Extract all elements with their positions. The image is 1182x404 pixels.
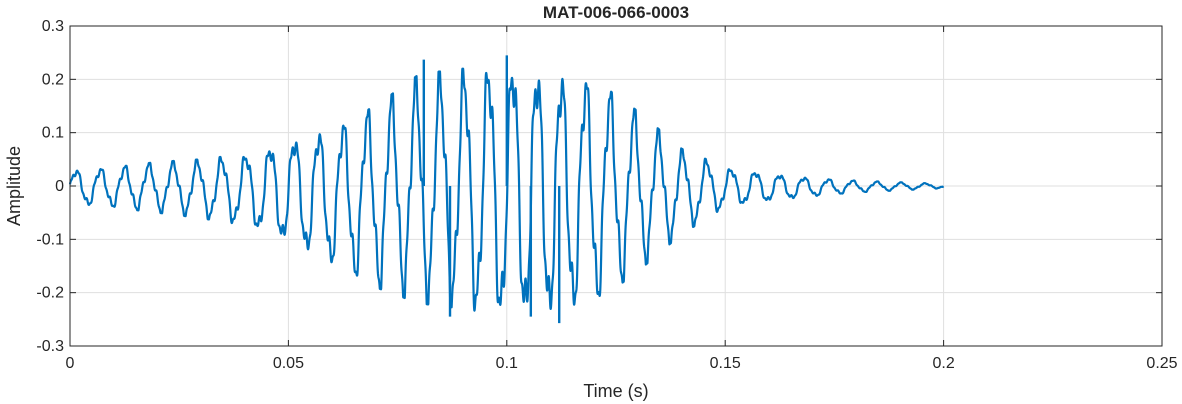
x-axis-label: Time (s) — [583, 381, 648, 401]
y-tick-label: -0.3 — [36, 338, 64, 355]
y-tick-label: 0.3 — [42, 18, 64, 35]
y-tick-label: -0.2 — [36, 285, 64, 302]
x-tick-label: 0.25 — [1146, 355, 1177, 372]
x-tick-label: 0 — [66, 355, 75, 372]
y-tick-label: 0.1 — [42, 125, 64, 142]
series-line — [68, 67, 945, 312]
y-tick-label: 0 — [55, 178, 64, 195]
x-tick-label: 0.05 — [273, 355, 304, 372]
x-tick-label: 0.1 — [496, 355, 518, 372]
x-tick-label: 0.2 — [932, 355, 954, 372]
x-tick-label: 0.15 — [710, 355, 741, 372]
series-layer — [68, 55, 945, 324]
y-tick-label: -0.1 — [36, 231, 64, 248]
chart-title: MAT-006-066-0003 — [543, 3, 689, 22]
ticks: 0 0.05 0.1 0.15 0.2 0.25 0.3 0.2 0.1 0 -0.1 -0.2 -0.… — [36, 18, 1177, 372]
y-tick-label: 0.2 — [42, 71, 64, 88]
y-axis-label: Amplitude — [4, 146, 24, 226]
